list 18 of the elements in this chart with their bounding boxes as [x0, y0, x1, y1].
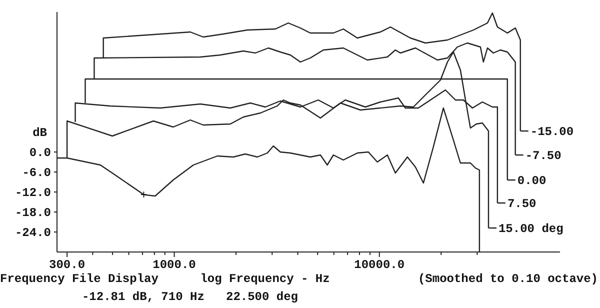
y-tick-label: -12.0 [14, 186, 51, 200]
y-axis-title: dB [32, 126, 47, 140]
x-axis-title: log Frequency - Hz [200, 272, 330, 286]
x-tick-label: 300.0 [49, 258, 86, 272]
text: (Smoothed to 0.10 octave) [418, 272, 598, 286]
text: Frequency File Display [0, 272, 158, 286]
annotation: 7.50 [507, 197, 536, 211]
x-tick-label: 1000.0 [152, 258, 196, 272]
y-tick-label: 0.0 [29, 146, 51, 160]
annotation: 15.00 deg [498, 222, 564, 236]
annotation: 0.00 [517, 174, 546, 188]
y-tick-label: -18.0 [14, 206, 51, 220]
x-tick-label: 10000.0 [354, 258, 405, 272]
annotation: -7.50 [525, 149, 562, 163]
y-tick-label: -6.0 [22, 166, 51, 180]
annotation: -15.00 [530, 125, 574, 139]
text: -12.81 dB, 710 Hz 22.500 deg [82, 290, 298, 304]
y-tick-label: -24.0 [14, 226, 51, 240]
